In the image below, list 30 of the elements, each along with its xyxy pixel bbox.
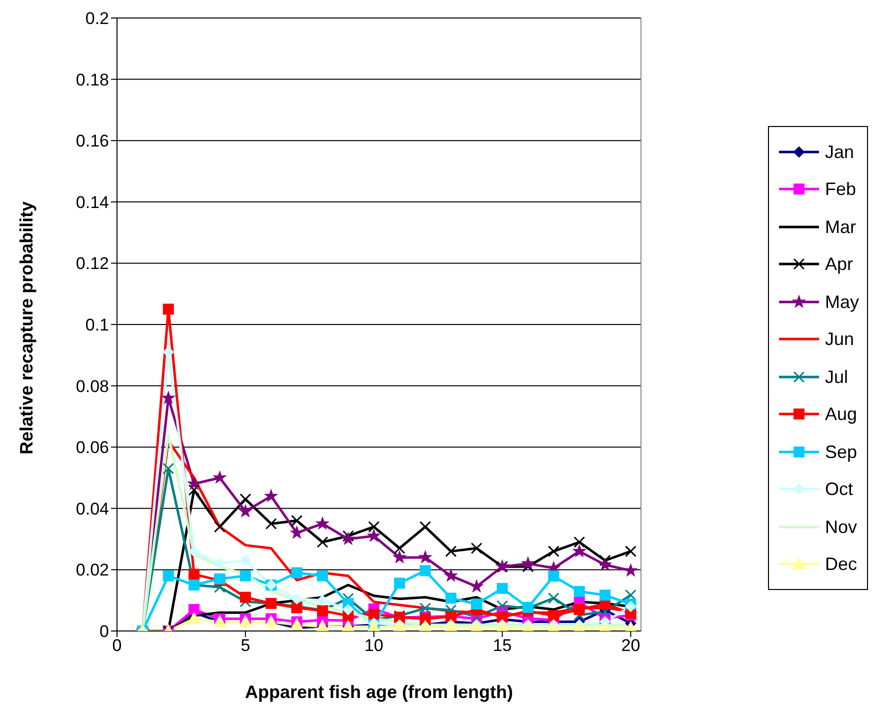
legend-label: Apr bbox=[824, 254, 853, 274]
legend-label: Aug bbox=[824, 404, 858, 424]
x-tick-label: 0 bbox=[112, 636, 122, 656]
y-tick-label: 0.2 bbox=[85, 9, 109, 28]
legend-label: Sep bbox=[824, 442, 858, 462]
y-tick-label: 0.12 bbox=[76, 254, 109, 274]
y-tick-label: 0.16 bbox=[76, 132, 109, 151]
y-tick-label: 0.04 bbox=[76, 499, 109, 518]
legend-label: Oct bbox=[824, 479, 853, 500]
x-axis-title: Apparent fish age (from length) bbox=[244, 682, 513, 702]
y-axis-title: Relative recapture probability bbox=[16, 201, 36, 454]
legend-label: Jul bbox=[824, 366, 848, 387]
legend-label: Feb bbox=[824, 179, 856, 200]
legend-label: Nov bbox=[824, 516, 857, 537]
x-tick-label: 5 bbox=[240, 636, 250, 656]
legend-label: Mar bbox=[824, 216, 856, 237]
legend-label: Jan bbox=[824, 142, 854, 162]
x-tick-label: 10 bbox=[364, 636, 384, 656]
x-tick-label: 20 bbox=[621, 636, 640, 656]
legend-label: Jun bbox=[824, 329, 854, 350]
legend-label: May bbox=[824, 292, 859, 312]
y-tick-label: 0 bbox=[100, 622, 109, 642]
legend-label: Dec bbox=[824, 554, 857, 574]
y-tick-label: 0.1 bbox=[85, 316, 109, 335]
y-tick-label: 0.08 bbox=[76, 376, 109, 396]
x-tick-label: 15 bbox=[492, 636, 512, 656]
y-tick-label: 0.18 bbox=[76, 70, 109, 90]
y-tick-label: 0.14 bbox=[76, 192, 109, 212]
y-tick-label: 0.02 bbox=[76, 560, 109, 580]
y-tick-label: 0.06 bbox=[76, 438, 109, 458]
